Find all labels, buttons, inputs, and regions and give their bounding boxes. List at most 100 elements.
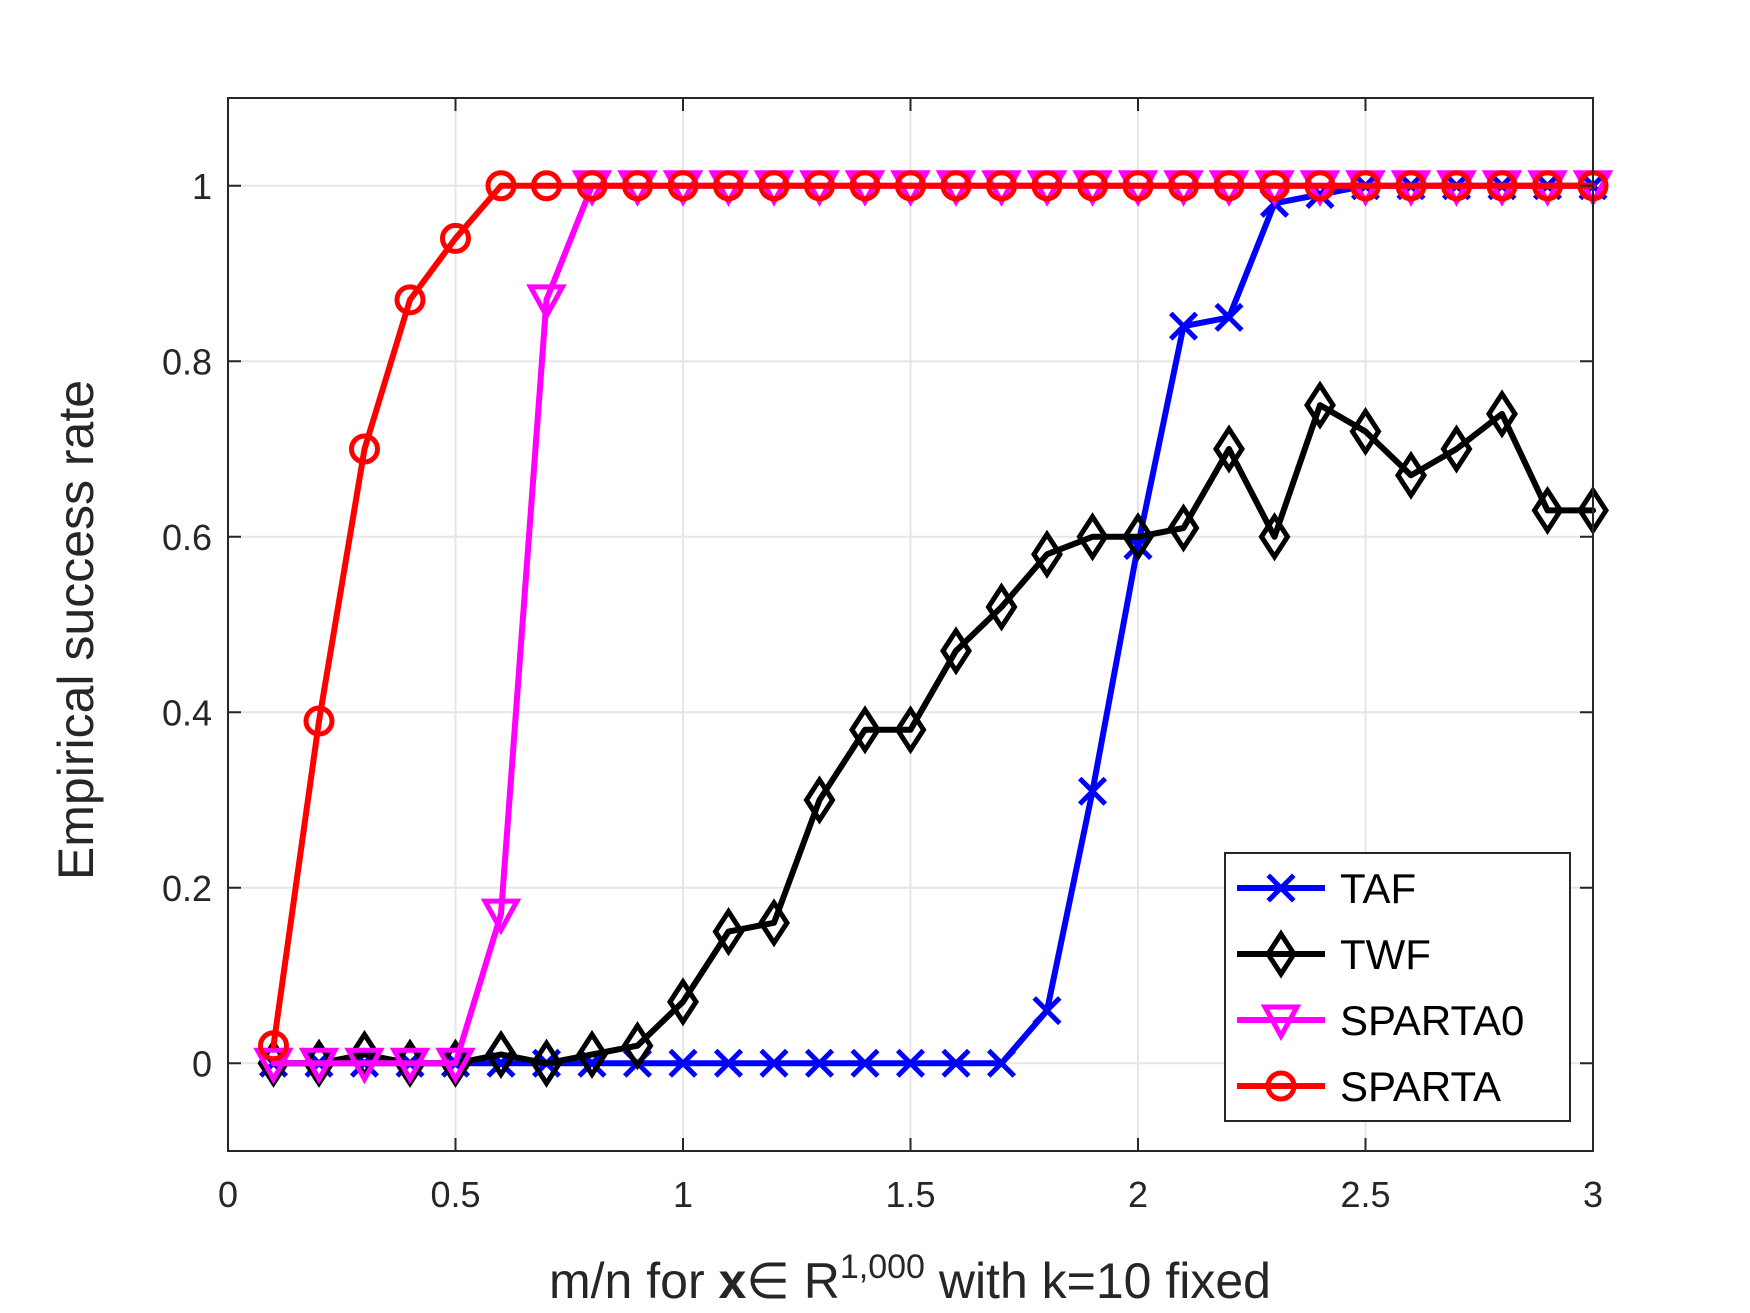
data-point-twf: [1440, 424, 1473, 474]
data-point-sparta: [1486, 170, 1518, 202]
legend-entry-sparta: SPARTA: [1237, 1063, 1501, 1110]
data-point-twf: [1304, 380, 1336, 430]
data-point-sparta: [1077, 170, 1108, 202]
data-point-sparta: [440, 222, 471, 254]
data-point-taf: [1077, 776, 1108, 806]
data-point-taf: [759, 1048, 789, 1078]
data-point-twf: [621, 1021, 654, 1071]
y-tick-label: 0.4: [162, 692, 212, 733]
y-tick-label: 0.6: [162, 517, 212, 558]
x-axis-title: m/n for x∈ R1,000 with k=10 fixed: [549, 1248, 1271, 1309]
y-tick-label: 0.8: [162, 341, 212, 382]
data-point-twf: [894, 705, 927, 755]
data-point-taf: [986, 1048, 1017, 1078]
data-point-sparta: [1304, 170, 1336, 202]
data-point-sparta: [1213, 170, 1245, 202]
data-point-sparta: [1532, 170, 1563, 202]
y-tick-label: 0.2: [162, 868, 212, 909]
data-point-sparta: [986, 170, 1017, 202]
data-point-sparta0: [435, 1047, 476, 1085]
axis-ticks: 0 0.5 1 1.5 2 2.5 3 0 0.2 0.4 0.6 0.8 1: [162, 98, 1603, 1215]
data-point-sparta0: [389, 1047, 431, 1085]
data-point-sparta0: [344, 1047, 385, 1085]
data-point-twf: [758, 898, 790, 948]
data-point-twf: [1349, 406, 1382, 457]
x-tick-label: 3: [1583, 1174, 1603, 1215]
legend-entry-twf: TWF: [1237, 929, 1431, 979]
data-point-sparta: [576, 170, 608, 202]
data-point-taf: [1168, 311, 1199, 341]
legend-label: TAF: [1340, 865, 1416, 912]
x-tick-label: 0.5: [430, 1174, 480, 1215]
legend-entry-taf: TAF: [1237, 865, 1416, 912]
legend-label: SPARTA: [1340, 1063, 1501, 1110]
x-tick-label: 1: [673, 1174, 693, 1215]
x-tick-label: 0: [218, 1174, 238, 1215]
data-point-sparta: [895, 170, 926, 202]
data-point-sparta0: [480, 898, 522, 936]
x-tick-label: 1.5: [885, 1174, 935, 1215]
y-tick-label: 0: [192, 1043, 212, 1084]
legend-marker-sparta: [1265, 1070, 1297, 1102]
data-point-taf: [895, 1048, 926, 1078]
data-point-sparta: [940, 170, 972, 202]
data-point-twf: [667, 977, 699, 1027]
data-point-twf: [940, 626, 972, 676]
data-point-sparta: [1031, 170, 1063, 202]
data-point-twf: [849, 705, 881, 755]
series-sparta: [258, 170, 1609, 1062]
data-point-sparta: [394, 284, 426, 316]
data-point-sparta: [531, 170, 562, 202]
data-point-taf: [1214, 302, 1244, 332]
data-point-twf: [1395, 450, 1427, 500]
data-point-twf: [1122, 512, 1154, 562]
data-point-twf: [1031, 529, 1063, 579]
data-point-sparta: [849, 170, 881, 202]
data-point-sparta: [622, 170, 653, 202]
legend-label: TWF: [1340, 931, 1431, 978]
data-point-sparta: [485, 170, 517, 202]
data-point-sparta0: [526, 284, 567, 322]
legend: TAF TWF SPARTA0 SPARTA: [1224, 852, 1571, 1122]
data-point-sparta: [1350, 170, 1381, 202]
legend-marker-twf: [1265, 929, 1297, 979]
data-point-taf: [668, 1048, 698, 1078]
data-point-sparta: [258, 1030, 289, 1062]
data-point-twf: [1213, 424, 1245, 474]
data-point-sparta: [1441, 170, 1472, 202]
data-point-taf: [1032, 996, 1062, 1026]
series-layer: [253, 170, 1614, 1088]
x-tick-label: 2.5: [1340, 1174, 1390, 1215]
data-point-sparta: [667, 170, 699, 202]
data-point-twf: [803, 775, 836, 825]
data-point-taf: [850, 1048, 880, 1078]
legend-marker-taf: [1266, 873, 1296, 903]
data-point-sparta: [1122, 170, 1154, 202]
data-point-sparta: [1395, 170, 1427, 202]
data-point-sparta: [303, 705, 335, 737]
legend-marker-sparta0: [1260, 1004, 1302, 1042]
data-point-twf: [1531, 485, 1564, 536]
data-point-twf: [1076, 512, 1109, 562]
data-point-sparta: [349, 433, 380, 465]
legend-box: [1224, 852, 1571, 1122]
y-tick-label: 1: [192, 166, 212, 207]
legend-label: SPARTA0: [1340, 997, 1524, 1044]
data-point-sparta0: [298, 1047, 340, 1085]
data-point-twf: [530, 1038, 563, 1088]
data-point-taf: [941, 1048, 971, 1078]
data-point-twf: [576, 1029, 608, 1080]
data-point-twf: [485, 1029, 517, 1080]
data-point-twf: [1486, 389, 1518, 439]
data-point-sparta: [713, 170, 744, 202]
data-point-taf: [804, 1048, 835, 1078]
x-tick-label: 2: [1128, 1174, 1148, 1215]
data-point-taf: [713, 1048, 744, 1078]
legend-entry-sparta0: SPARTA0: [1237, 997, 1524, 1044]
data-point-twf: [712, 907, 745, 957]
data-point-sparta: [1259, 170, 1290, 202]
y-axis-title: Empirical success rate: [48, 380, 104, 880]
data-point-sparta0: [253, 1047, 294, 1085]
data-point-twf: [1258, 512, 1291, 562]
